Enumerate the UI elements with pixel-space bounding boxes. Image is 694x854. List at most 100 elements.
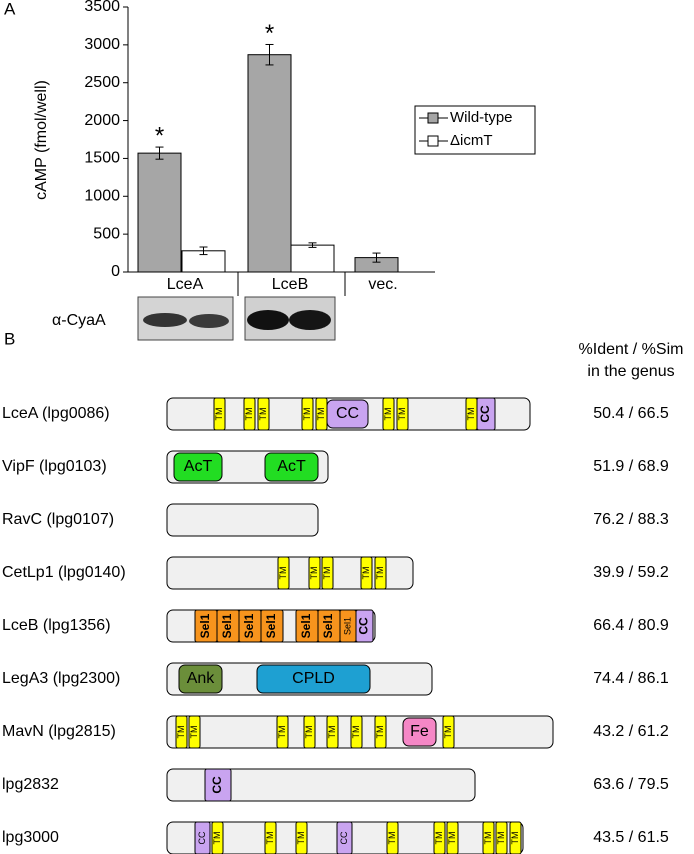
significance: * <box>155 122 164 149</box>
domain-label: TM <box>309 567 319 580</box>
y-tick-label: 2000 <box>84 112 120 129</box>
y-tick-label: 0 <box>111 263 120 280</box>
domain-label: TM <box>322 567 332 580</box>
domain-label: TM <box>214 408 224 421</box>
x-tick-label: vec. <box>368 276 397 293</box>
domain-label: TM <box>296 832 306 845</box>
domain <box>276 715 289 749</box>
domain <box>213 397 226 431</box>
domain-label: TM <box>466 408 476 421</box>
domain-label: TM <box>443 726 453 739</box>
domain-label: TM <box>397 408 407 421</box>
domain <box>446 821 459 854</box>
legend-swatch <box>427 112 439 124</box>
band <box>247 310 289 330</box>
domain <box>243 397 256 431</box>
domain <box>194 821 211 854</box>
domain <box>433 821 446 854</box>
domain-label: Fe <box>410 723 429 740</box>
domain <box>175 715 188 749</box>
y-tick-label: 1000 <box>84 188 120 205</box>
domain <box>295 821 308 854</box>
domain <box>303 715 316 749</box>
domain-label: TM <box>434 832 444 845</box>
domain-label: TM <box>375 726 385 739</box>
bar <box>290 244 335 273</box>
protein-name: LceA (lpg0086) <box>2 405 110 422</box>
domain <box>301 397 314 431</box>
domain-label: TM <box>361 567 371 580</box>
domain-label: TM <box>304 726 314 739</box>
band <box>189 314 229 328</box>
domain-label: Sel1 <box>220 613 234 638</box>
domain <box>264 452 319 482</box>
blot-label: α-CyaA <box>52 312 106 329</box>
domain-label: Sel1 <box>299 613 313 638</box>
domain-label: CC <box>336 405 359 422</box>
protein-name: lpg3000 <box>2 829 59 846</box>
domain <box>308 556 321 590</box>
domain-label: Sel1 <box>198 613 212 638</box>
x-tick-label: LceA <box>167 276 204 293</box>
domain-label: Sel1 <box>264 613 278 638</box>
domain <box>260 609 284 643</box>
domain-label: AcT <box>184 458 213 475</box>
domain-label: CC <box>210 776 224 794</box>
domain <box>442 715 455 749</box>
error-bar <box>199 246 208 256</box>
identity: 74.4 / 86.1 <box>593 670 669 687</box>
identity: 50.4 / 66.5 <box>593 405 669 422</box>
bar <box>137 152 182 273</box>
protein-name: RavC (lpg0107) <box>2 511 114 528</box>
domain <box>188 715 201 749</box>
bar <box>247 54 292 273</box>
protein-bar <box>166 556 414 590</box>
domain <box>350 715 363 749</box>
x-tick-label: LceB <box>272 276 308 293</box>
identity: 43.5 / 61.5 <box>593 829 669 846</box>
protein-name: LceB (lpg1356) <box>2 617 111 634</box>
domain <box>476 397 496 431</box>
domain-label: CC <box>357 617 371 635</box>
domain-label: TM <box>176 726 186 739</box>
domain <box>402 717 437 747</box>
protein-bar <box>166 768 476 802</box>
domain <box>495 821 508 854</box>
domain <box>173 452 223 482</box>
legend-label: ΔicmT <box>450 132 493 149</box>
domain <box>326 399 369 429</box>
domain-label: TM <box>316 408 326 421</box>
domain-label: TM <box>496 832 506 845</box>
domain-label: TM <box>189 726 199 739</box>
domain <box>256 664 371 694</box>
protein-name: MavN (lpg2815) <box>2 723 116 740</box>
domain <box>360 556 373 590</box>
identity: 51.9 / 68.9 <box>593 458 669 475</box>
domain-label: TM <box>383 408 393 421</box>
domain <box>482 821 495 854</box>
domain <box>326 715 339 749</box>
domain <box>336 821 353 854</box>
domain <box>386 821 399 854</box>
domain-label: TM <box>277 726 287 739</box>
identity: 76.2 / 88.3 <box>593 511 669 528</box>
domain <box>355 609 374 643</box>
identity: 66.4 / 80.9 <box>593 617 669 634</box>
domain <box>396 397 409 431</box>
y-tick-label: 3000 <box>84 36 120 53</box>
error-bar <box>265 43 274 66</box>
identity: 43.2 / 61.2 <box>593 723 669 740</box>
protein-name: CetLp1 (lpg0140) <box>2 564 126 581</box>
domain <box>257 397 270 431</box>
domain <box>321 556 334 590</box>
domain-label: TM <box>447 832 457 845</box>
domain-label: Ank <box>187 670 216 687</box>
domain-label: Sel1 <box>342 617 352 635</box>
domain <box>374 715 387 749</box>
domain <box>264 821 277 854</box>
legend-swatch <box>427 135 439 147</box>
domain-label: TM <box>265 832 275 845</box>
panel-label: B <box>4 329 15 348</box>
y-tick-label: 500 <box>93 225 120 242</box>
y-axis-label: cAMP (fmol/well) <box>33 80 50 200</box>
